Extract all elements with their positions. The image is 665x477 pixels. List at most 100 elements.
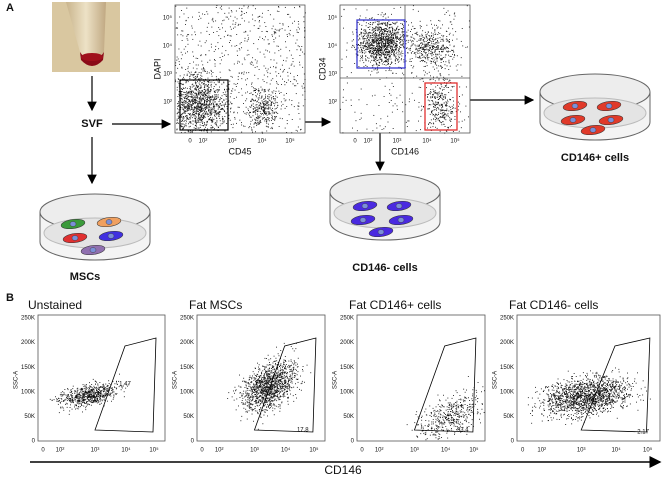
event-dot: [439, 20, 441, 22]
event-dot: [434, 49, 436, 50]
event-dot: [225, 16, 227, 18]
event-dot: [377, 40, 379, 42]
event-dot: [362, 45, 364, 47]
event-dot: [59, 394, 61, 396]
event-dot: [294, 79, 296, 81]
event-dot: [260, 119, 261, 121]
event-dot: [419, 45, 420, 47]
event-dot: [383, 46, 385, 48]
event-dot: [245, 113, 247, 115]
event-dot: [440, 112, 442, 114]
event-dot: [272, 123, 274, 124]
event-dot: [376, 62, 377, 64]
event-dot: [82, 402, 83, 404]
event-dot: [257, 122, 259, 124]
event-dot: [237, 106, 239, 108]
event-dot: [217, 12, 219, 14]
event-dot: [77, 402, 79, 404]
event-dot: [181, 10, 183, 11]
event-dot: [208, 91, 209, 93]
event-dot: [427, 127, 428, 129]
event-dot: [196, 68, 198, 70]
event-dot: [207, 113, 209, 115]
event-dot: [390, 70, 392, 72]
event-dot: [176, 122, 177, 124]
event-dot: [70, 399, 71, 401]
event-dot: [77, 394, 79, 396]
event-dot: [218, 35, 220, 37]
event-dot: [195, 111, 197, 113]
event-dot: [369, 50, 371, 51]
event-dot: [186, 100, 187, 102]
event-dot: [386, 61, 388, 63]
event-dot: [57, 400, 59, 402]
event-dot: [59, 401, 61, 403]
event-dot: [431, 110, 433, 112]
event-dot: [272, 92, 274, 94]
event-dot: [389, 23, 391, 25]
event-dot: [200, 106, 202, 108]
event-dot: [90, 401, 92, 403]
event-dot: [213, 88, 215, 90]
event-dot: [248, 72, 250, 74]
event-dot: [373, 30, 375, 32]
event-dot: [202, 98, 204, 100]
event-dot: [388, 39, 390, 41]
event-dot: [441, 66, 443, 68]
event-dot: [297, 21, 299, 22]
event-dot: [448, 110, 450, 112]
event-dot: [197, 118, 199, 120]
event-dot: [359, 119, 361, 120]
event-dot: [403, 25, 404, 27]
event-dot: [186, 116, 188, 118]
event-dot: [194, 110, 196, 112]
event-dot: [192, 75, 194, 77]
event-dot: [89, 400, 91, 402]
event-dot: [95, 401, 97, 403]
event-dot: [414, 44, 416, 46]
event-dot: [444, 116, 446, 118]
event-dot: [187, 92, 188, 94]
event-dot: [109, 386, 110, 388]
event-dot: [392, 22, 394, 24]
event-dot: [176, 113, 178, 115]
event-dot: [361, 52, 363, 54]
event-dot: [444, 114, 446, 116]
event-dot: [365, 35, 367, 37]
event-dot: [379, 50, 381, 52]
event-dot: [439, 130, 441, 132]
gate-value: 1.47: [119, 382, 131, 388]
event-dot: [391, 34, 393, 35]
event-dot: [182, 89, 183, 91]
event-dot: [58, 412, 60, 414]
event-dot: [365, 38, 367, 39]
event-dot: [176, 128, 178, 130]
event-dot: [368, 48, 370, 50]
event-dot: [286, 132, 288, 133]
event-dot: [191, 131, 193, 132]
y-tick-label: 50K: [183, 414, 194, 420]
event-dot: [199, 106, 200, 108]
event-dot: [352, 44, 353, 46]
event-dot: [210, 127, 212, 129]
event-dot: [210, 112, 211, 114]
event-dot: [376, 33, 378, 34]
event-dot: [176, 129, 178, 131]
event-dot: [390, 39, 392, 41]
event-dot: [388, 60, 389, 62]
event-dot: [198, 94, 200, 96]
event-dot: [111, 389, 112, 391]
event-dot: [231, 90, 233, 92]
event-dot: [393, 52, 395, 54]
event-dot: [220, 77, 222, 79]
event-dot: [381, 12, 383, 14]
event-dot: [196, 74, 198, 76]
event-dot: [218, 107, 220, 109]
event-dot: [104, 395, 106, 397]
event-dot: [275, 71, 277, 73]
event-dot: [449, 51, 451, 52]
event-dot: [71, 396, 73, 398]
event-dot: [369, 18, 371, 20]
event-dot: [206, 72, 208, 74]
event-dot: [391, 37, 392, 39]
